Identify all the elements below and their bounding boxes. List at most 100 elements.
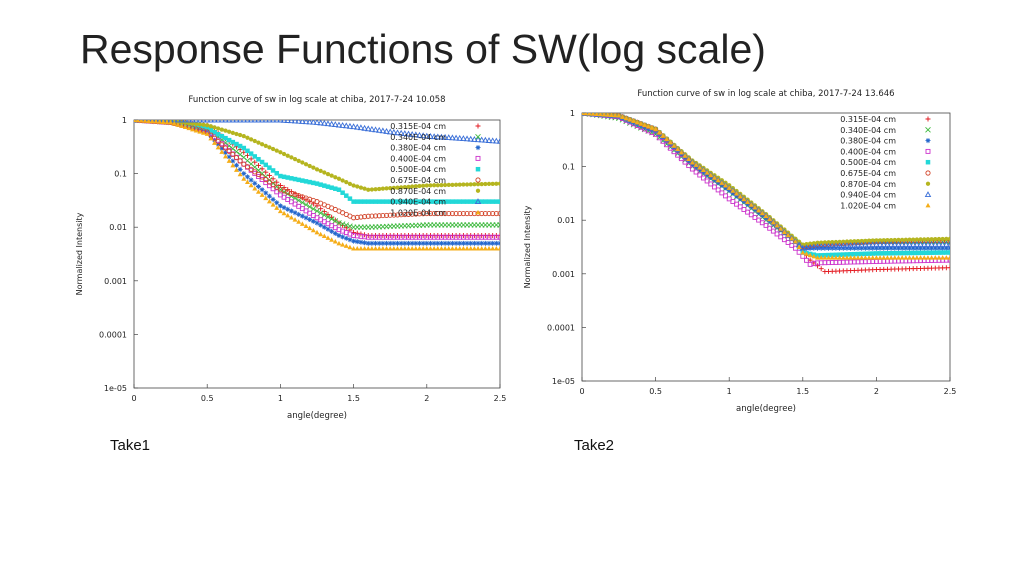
data-point (197, 124, 203, 130)
data-point (343, 222, 350, 228)
data-point (910, 255, 916, 260)
data-point (197, 122, 203, 127)
data-point (869, 241, 876, 248)
data-point (285, 153, 290, 158)
data-point (586, 113, 592, 116)
x-tick-label: 0.5 (201, 394, 214, 403)
data-point (439, 182, 444, 188)
data-point (944, 236, 949, 241)
data-point (431, 199, 437, 204)
x-tick-label: 1.5 (796, 387, 809, 396)
data-point (252, 138, 257, 144)
series-4 (134, 120, 500, 204)
data-point (361, 124, 368, 131)
data-point (925, 250, 931, 256)
data-point (175, 122, 181, 127)
data-point (859, 245, 865, 251)
data-point (256, 156, 261, 162)
data-point (936, 250, 942, 255)
data-point (409, 199, 415, 204)
data-point (656, 129, 662, 135)
data-point (343, 122, 350, 129)
data-point (267, 165, 272, 170)
data-point (223, 128, 228, 133)
data-point (353, 123, 361, 130)
data-point (877, 238, 883, 243)
data-point (288, 214, 294, 220)
data-point (929, 237, 934, 242)
data-point (910, 245, 916, 251)
data-point (877, 251, 883, 256)
data-point (332, 218, 339, 224)
data-point (929, 255, 935, 260)
data-point (369, 187, 375, 192)
data-point (336, 187, 342, 192)
data-point (892, 237, 897, 243)
data-point (494, 181, 499, 186)
data-point (781, 229, 787, 234)
data-point (402, 184, 407, 190)
data-point (314, 181, 320, 186)
data-point (266, 173, 272, 179)
data-point (346, 122, 354, 129)
data-point (347, 196, 353, 201)
data-point (387, 212, 393, 218)
series-4 (582, 113, 950, 258)
data-point (420, 246, 426, 251)
data-point (248, 137, 254, 142)
data-point (826, 240, 831, 245)
x-tick-label: 2.5 (944, 387, 957, 396)
data-point (457, 182, 462, 187)
data-point (431, 246, 437, 251)
data-point (358, 239, 364, 245)
data-point (391, 212, 397, 218)
data-point (237, 166, 243, 172)
data-point (873, 255, 879, 260)
data-point (903, 237, 908, 242)
data-point (819, 240, 824, 245)
data-point (756, 217, 762, 223)
data-point (811, 245, 817, 251)
data-point (939, 241, 946, 248)
data-point (435, 240, 441, 246)
data-point (248, 177, 254, 183)
data-point (259, 192, 265, 197)
data-point (223, 153, 228, 159)
data-point (372, 126, 379, 133)
data-point (238, 132, 243, 138)
data-point (947, 237, 950, 243)
legend-label: 0.870E-04 cm (390, 187, 446, 196)
data-point (263, 162, 269, 168)
x-tick-label: 2.5 (494, 394, 507, 403)
data-point (226, 154, 232, 160)
data-point (907, 250, 912, 256)
data-point (413, 184, 418, 189)
data-point (830, 240, 835, 245)
data-point (380, 246, 386, 251)
data-point (486, 181, 492, 187)
data-point (497, 181, 500, 186)
data-point (851, 241, 858, 248)
data-point (851, 255, 857, 260)
data-point (457, 210, 463, 217)
data-point (678, 156, 684, 162)
data-point (770, 219, 776, 225)
data-point (460, 246, 466, 251)
data-point (233, 155, 240, 161)
data-point (471, 240, 477, 246)
data-point (866, 251, 872, 256)
data-point (921, 245, 927, 251)
data-point (943, 255, 949, 260)
data-point (785, 240, 791, 245)
data-point (354, 239, 360, 245)
data-point (888, 250, 894, 256)
data-point (193, 123, 199, 129)
data-point (885, 251, 890, 256)
data-point (840, 242, 847, 249)
data-point (244, 120, 251, 123)
data-point (483, 181, 488, 187)
data-point (486, 246, 492, 251)
data-point (402, 240, 408, 246)
data-point (907, 245, 913, 251)
legend-label: 0.675E-04 cm (390, 176, 446, 185)
